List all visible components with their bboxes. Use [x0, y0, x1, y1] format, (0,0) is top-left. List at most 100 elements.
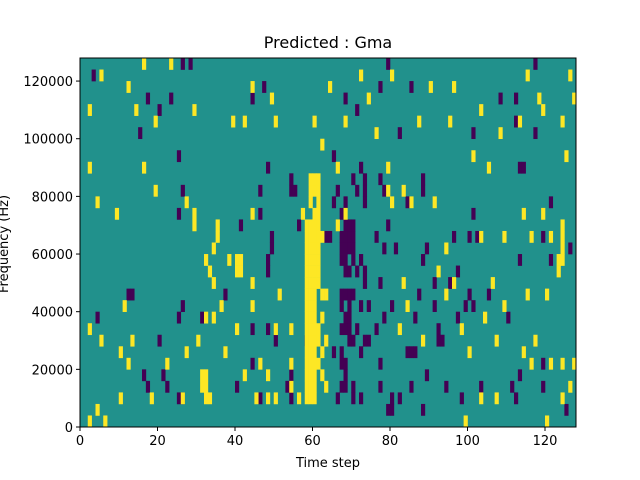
heatmap-cell-low — [351, 219, 356, 232]
heatmap-cell-high — [238, 254, 244, 266]
heatmap-cell-high — [316, 357, 321, 370]
heatmap-cell-high — [343, 207, 348, 220]
heatmap-cell-low — [138, 127, 143, 140]
heatmap-cell-high — [324, 288, 329, 301]
heatmap-cell-high — [308, 219, 313, 232]
y-axis-label: Frequency (Hz) — [0, 195, 12, 293]
heatmap-cell-high — [366, 92, 371, 105]
heatmap-cell-high — [316, 207, 321, 220]
heatmap-cell-low — [176, 207, 182, 220]
heatmap-cell-low — [145, 92, 151, 105]
heatmap-cell-low — [378, 357, 383, 370]
heatmap-cell-high — [308, 380, 313, 393]
heatmap-cell-low — [176, 311, 182, 324]
heatmap-cell-high — [308, 357, 313, 370]
heatmap-cell-high — [545, 415, 550, 427]
heatmap-cell-low — [386, 58, 391, 70]
y-axis: 0 20000 40000 60000 80000 100000 120000 — [23, 75, 80, 436]
heatmap-cell-low — [386, 403, 391, 416]
heatmap-cell-low — [180, 184, 185, 197]
heatmap-cell-low — [343, 323, 348, 336]
heatmap-cell-low — [351, 392, 356, 405]
heatmap-cell-low — [378, 277, 383, 289]
heatmap-cell-high — [207, 265, 213, 278]
heatmap-cell-high — [242, 369, 247, 382]
heatmap-cell-high — [192, 219, 197, 232]
heatmap-cell-low — [436, 323, 441, 336]
heatmap-cell-high — [560, 357, 565, 370]
heatmap-cell-high — [304, 369, 309, 382]
heatmap-cell-low — [393, 242, 399, 255]
axes-frame — [79, 57, 577, 428]
heatmap-cell-high — [204, 369, 209, 382]
heatmap-cell-low — [343, 242, 348, 255]
heatmap-cell-high — [316, 265, 321, 278]
heatmap-cell-low — [397, 127, 402, 140]
heatmap-cell-low — [347, 288, 352, 301]
heatmap-cell-low — [343, 369, 348, 382]
heatmap-cell-high — [312, 288, 317, 301]
heatmap-cell-low — [343, 196, 348, 209]
heatmap-cell-high — [564, 150, 569, 163]
heatmap-cell-high — [386, 161, 391, 174]
heatmap-cell-low — [568, 242, 573, 255]
heatmap-cell-high — [304, 242, 309, 255]
heatmap-cell-low — [235, 380, 240, 393]
heatmap-cell-low — [347, 334, 352, 347]
heatmap-cell-high — [118, 392, 123, 405]
heatmap-cell-low — [351, 173, 356, 186]
heatmap-cell-low — [223, 288, 228, 301]
heatmap-cell-high — [432, 196, 437, 209]
heatmap-cell-low — [339, 300, 344, 312]
heatmap-cell-low — [421, 173, 426, 186]
heatmap-cell-low — [517, 254, 523, 266]
heatmap-cell-high — [548, 357, 554, 370]
heatmap-cell-high — [320, 288, 325, 301]
heatmap-cell-low — [390, 300, 395, 312]
heatmap-cell-high — [572, 92, 576, 105]
heatmap-cell-high — [541, 104, 546, 116]
heatmap-cell-high — [142, 58, 147, 70]
heatmap-cell-low — [266, 265, 271, 278]
heatmap-cell-low — [424, 369, 430, 382]
heatmap-cell-high — [304, 254, 309, 266]
heatmap-cell-high — [235, 254, 240, 266]
heatmap-cell-high — [448, 115, 453, 128]
heatmap-cell-high — [556, 254, 561, 266]
heatmap-cell-high — [312, 311, 317, 324]
heatmap-cell-low — [405, 346, 410, 359]
heatmap-cell-low — [463, 300, 468, 312]
heatmap-cell-high — [184, 346, 189, 359]
heatmap-cell-high — [525, 69, 530, 82]
heatmap-cell-low — [238, 219, 244, 232]
heatmap-cell-high — [386, 184, 391, 197]
heatmap-cell-low — [250, 323, 255, 336]
heatmap-cell-high — [269, 92, 275, 105]
heatmap-cell-high — [304, 357, 309, 370]
heatmap-cell-high — [502, 230, 507, 243]
heatmap-cell-high — [452, 81, 457, 93]
heatmap-cell-low — [335, 392, 340, 405]
heatmap-cell-low — [142, 369, 147, 382]
y-tick-label: 80000 — [32, 190, 73, 205]
heatmap-cell-low — [343, 380, 348, 393]
heatmap-cell-low — [339, 254, 344, 266]
heatmap-cell-low — [339, 380, 344, 393]
heatmap-cell-low — [452, 230, 457, 243]
heatmap-cell-high — [452, 277, 457, 289]
heatmap-cell-low — [440, 334, 445, 347]
heatmap-cell-high — [180, 392, 185, 405]
heatmap-cell-high — [103, 415, 108, 427]
heatmap-cell-high — [560, 392, 565, 405]
heatmap-cell-high — [153, 184, 158, 197]
heatmap-cell-low — [359, 254, 364, 266]
heatmap-cell-high — [215, 219, 220, 232]
heatmap-cell-high — [525, 288, 530, 301]
heatmap-cell-high — [320, 230, 325, 243]
heatmap-cell-low — [374, 323, 379, 336]
heatmap-cell-low — [374, 230, 379, 243]
heatmap-cell-high — [266, 392, 271, 405]
heatmap-cell-low — [382, 184, 387, 197]
heatmap-cell-low — [541, 380, 546, 393]
heatmap-cell-low — [161, 369, 166, 382]
